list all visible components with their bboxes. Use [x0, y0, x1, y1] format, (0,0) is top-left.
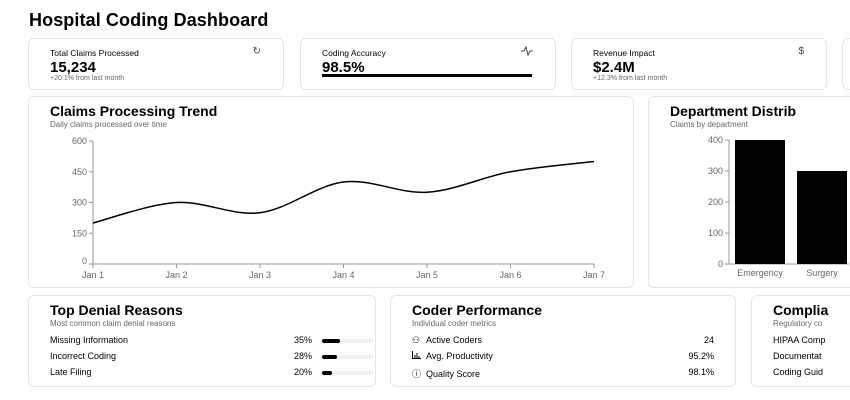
alert-circle-icon: ⓘ — [412, 369, 422, 379]
stat-change: +20.1% from last month — [50, 75, 125, 82]
denial-progress-fill — [322, 371, 333, 375]
chart-title: Department Distrib — [670, 103, 797, 119]
metric-label: Avg. Productivity — [426, 351, 493, 361]
x-tick-label: Jan 3 — [249, 270, 271, 280]
y-tick-label: 0 — [718, 259, 723, 269]
coder-performance-card: Coder Performance Individual coder metri… — [390, 295, 736, 387]
y-tick-label: 150 — [72, 228, 87, 238]
stat-change: +12.3% from last month — [593, 75, 668, 82]
denial-reason-row: Missing Information 35% — [50, 335, 374, 347]
stat-card-total-claims: Total Claims Processed ↻ 15,234 +20.1% f… — [28, 38, 284, 90]
denial-percent: 20% — [293, 367, 312, 377]
stat-card-coding-accuracy: Coding Accuracy 98.5% — [300, 38, 556, 90]
compliance-item: Documentat — [773, 351, 822, 361]
denial-label: Late Filing — [50, 367, 92, 377]
metric-value: 98.1% — [688, 367, 714, 377]
card-subtitle: Regulatory co — [773, 319, 823, 328]
trend-line — [92, 160, 595, 224]
stat-value: 15,234 — [50, 59, 96, 76]
card-subtitle: Most common claim denial reasons — [50, 319, 176, 328]
file-refresh-icon: ↻ — [252, 46, 261, 57]
claims-trend-chart: 0 150 300 450 600 Jan 1 Jan 2 Jan 3 Jan 4 Jan 5 Ja… — [72, 136, 605, 280]
x-tick-label: Jan 6 — [499, 270, 521, 280]
denial-progress-fill — [322, 355, 337, 359]
x-tick-label: Jan 5 — [416, 270, 438, 280]
y-tick-label: 300 — [72, 198, 87, 208]
claims-trend-card: Claims Processing Trend Daily claims pro… — [28, 96, 634, 288]
denial-progress-bar — [322, 339, 374, 343]
chart-title: Claims Processing Trend — [50, 103, 218, 119]
denial-percent: 28% — [293, 351, 312, 361]
coder-metric-active: ⚇ Active Coders 24 — [412, 335, 714, 347]
x-tick-label: Jan 7 — [583, 270, 605, 280]
y-tick-label: 200 — [708, 197, 723, 207]
bar-emergency — [735, 140, 785, 264]
denial-progress-fill — [322, 339, 341, 343]
card-title: Complia — [773, 302, 829, 318]
x-tick-label: Jan 4 — [332, 270, 354, 280]
stat-label: Revenue Impact — [593, 48, 655, 58]
compliance-card: Complia Regulatory co HIPAA Comp Documen… — [751, 295, 850, 387]
metric-value: 24 — [703, 335, 714, 345]
page-title: Hospital Coding Dashboard — [29, 10, 269, 30]
x-tick-label: Jan 1 — [82, 270, 104, 280]
accuracy-progress-bar — [322, 74, 532, 77]
stat-card-revenue-impact: Revenue Impact $ $2.4M +12.3% from last … — [571, 38, 827, 90]
denial-progress-bar — [322, 355, 374, 359]
activity-icon — [521, 45, 533, 59]
stat-value: 98.5% — [322, 59, 365, 76]
x-tick-label: Emergency — [737, 268, 783, 278]
denial-percent: 35% — [293, 335, 312, 345]
denial-reasons-card: Top Denial Reasons Most common claim den… — [28, 295, 376, 387]
department-distribution-card: Department Distrib Claims by department … — [648, 96, 850, 288]
y-tick-label: 300 — [708, 166, 723, 176]
metric-label: Active Coders — [426, 335, 483, 345]
metric-value: 95.2% — [688, 351, 714, 361]
stat-label: Total Claims Processed — [50, 48, 139, 58]
denial-reason-row: Incorrect Coding 28% — [50, 351, 374, 363]
y-tick-label: 600 — [72, 136, 87, 146]
y-tick-label: 450 — [72, 167, 87, 177]
bar-chart-icon — [412, 351, 426, 361]
metric-label: Quality Score — [426, 369, 481, 379]
x-tick-label: Surgery — [806, 268, 838, 278]
stat-label: Coding Accuracy — [322, 48, 386, 58]
y-tick-label: 100 — [708, 228, 723, 238]
x-tick-label: Jan 2 — [165, 270, 187, 280]
chart-subtitle: Daily claims processed over time — [50, 120, 167, 129]
chart-subtitle: Claims by department — [670, 120, 748, 129]
compliance-item: HIPAA Comp — [773, 335, 826, 345]
department-bar-chart: 0 100 200 300 400 Emergency Surgery — [708, 135, 849, 278]
denial-label: Missing Information — [50, 335, 129, 345]
card-title: Top Denial Reasons — [50, 302, 183, 318]
y-tick-label: 400 — [708, 135, 723, 145]
compliance-item: Coding Guid — [773, 367, 824, 377]
stat-card-4 — [842, 38, 850, 90]
denial-reason-row: Late Filing 20% — [50, 367, 374, 379]
y-tick-label: 0 — [82, 256, 87, 266]
bar-surgery — [797, 171, 847, 264]
card-title: Coder Performance — [412, 302, 542, 318]
card-subtitle: Individual coder metrics — [412, 319, 497, 328]
coder-metric-productivity: Avg. Productivity 95.2% — [412, 351, 714, 363]
coder-metric-quality: ⓘ Quality Score 98.1% — [412, 367, 714, 379]
denial-label: Incorrect Coding — [50, 351, 117, 361]
denial-progress-bar — [322, 371, 374, 375]
dollar-icon: $ — [798, 46, 804, 57]
users-icon: ⚇ — [412, 335, 421, 345]
stat-value: $2.4M — [593, 59, 635, 76]
